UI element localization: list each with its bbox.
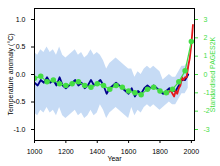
svg-text:3: 3 (204, 16, 208, 23)
svg-text:0: 0 (204, 71, 208, 78)
svg-text:0.0: 0.0 (16, 71, 26, 78)
svg-text:2000: 2000 (184, 148, 200, 155)
svg-text:1200: 1200 (58, 148, 74, 155)
svg-text:0.5: 0.5 (16, 43, 26, 50)
svg-text:Year: Year (107, 155, 122, 162)
svg-text:Standardised PAGES2K: Standardised PAGES2K (209, 36, 216, 112)
svg-text:1: 1 (204, 52, 208, 59)
svg-text:1.0: 1.0 (16, 16, 26, 23)
svg-text:-1: -1 (203, 89, 210, 97)
svg-text:Temperature anomaly (°C): Temperature anomaly (°C) (7, 33, 15, 115)
svg-text:-3: -3 (204, 126, 210, 133)
svg-text:1800: 1800 (152, 148, 168, 155)
svg-text:1600: 1600 (121, 148, 137, 155)
svg-text:1400: 1400 (89, 148, 105, 155)
svg-text:1000: 1000 (27, 148, 43, 155)
svg-text:-2: -2 (203, 107, 210, 115)
svg-text:-1.0: -1.0 (13, 126, 25, 133)
svg-text:-0.5: -0.5 (13, 98, 25, 105)
svg-text:2: 2 (204, 34, 208, 41)
